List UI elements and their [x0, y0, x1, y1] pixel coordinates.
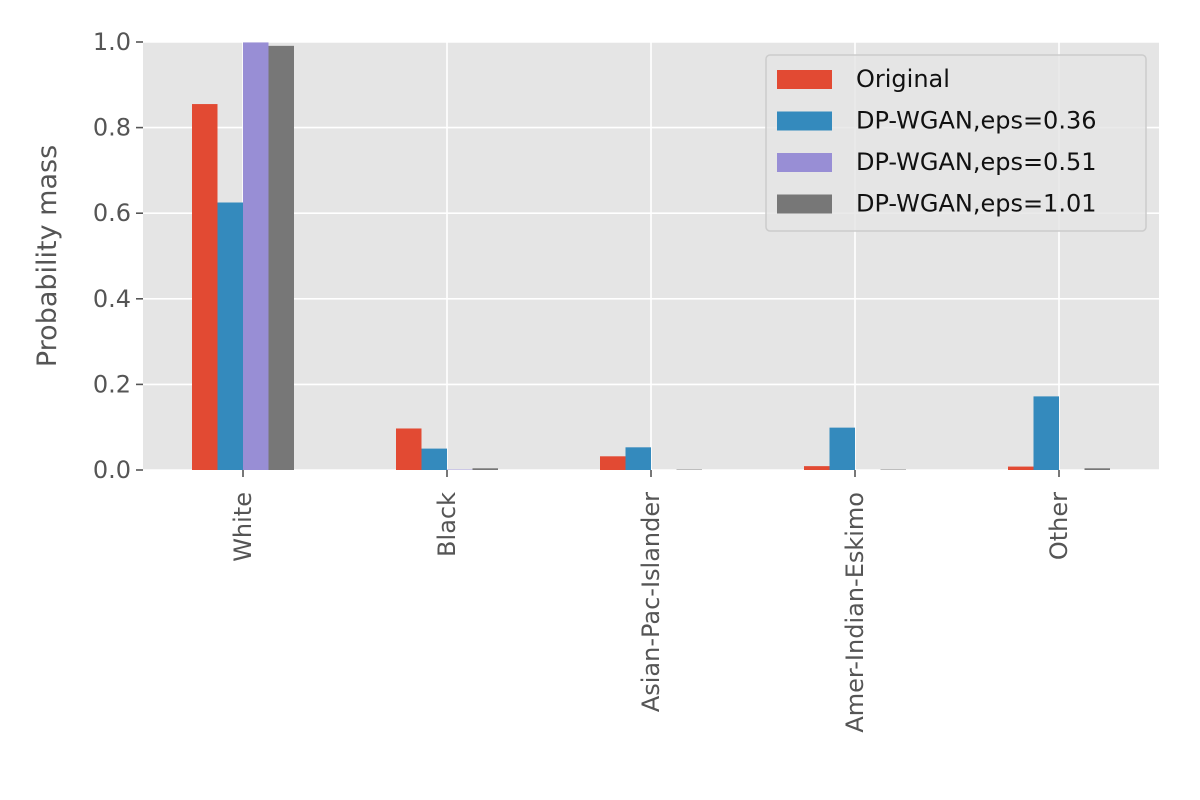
bar: [243, 42, 269, 470]
bar: [396, 428, 422, 470]
legend-label: DP-WGAN,eps=0.36: [856, 107, 1097, 135]
legend-label: DP-WGAN,eps=1.01: [856, 190, 1097, 218]
y-tick-label: 0.4: [93, 285, 131, 313]
legend-label: Original: [856, 65, 950, 93]
x-tick-label: Other: [1045, 492, 1073, 560]
bar: [1008, 466, 1034, 470]
x-tick-label: White: [229, 492, 257, 562]
bar: [472, 468, 498, 470]
axes: 0.0 0.2 0.4 0.6 0.8 1.0 White Black Asian-Pac-Is…: [93, 28, 1073, 733]
legend-swatch: [777, 111, 832, 131]
x-tick-label: Black: [433, 492, 461, 557]
y-tick-label: 0.6: [93, 199, 131, 227]
bar: [829, 427, 855, 470]
legend-swatch: [777, 194, 832, 214]
legend-swatch: [777, 70, 832, 89]
legend: Original DP-WGAN,eps=0.36 DP-WGAN,eps=0.51…: [765, 54, 1147, 232]
bar: [421, 448, 447, 470]
bar: [804, 466, 830, 470]
bars: [192, 42, 1110, 471]
x-tick-label: Asian-Pac-Islander: [637, 492, 665, 712]
legend-box: [765, 54, 1147, 232]
legend-label: DP-WGAN,eps=0.51: [856, 148, 1097, 176]
y-tick-label: 0.8: [93, 114, 131, 142]
y-tick-label: 0.2: [93, 370, 131, 398]
bar: [1084, 468, 1110, 470]
bar: [192, 104, 218, 470]
y-tick-label: 0.0: [93, 456, 131, 484]
bar: [625, 447, 651, 470]
legend-swatch: [777, 153, 832, 172]
bar: [1033, 396, 1059, 470]
y-axis-title: Probability mass: [32, 145, 63, 367]
bar: [600, 456, 626, 470]
bar: [268, 45, 294, 471]
y-tick-label: 1.0: [93, 28, 131, 56]
bar: [217, 202, 243, 470]
x-tick-label: Amer-Indian-Eskimo: [841, 492, 869, 733]
